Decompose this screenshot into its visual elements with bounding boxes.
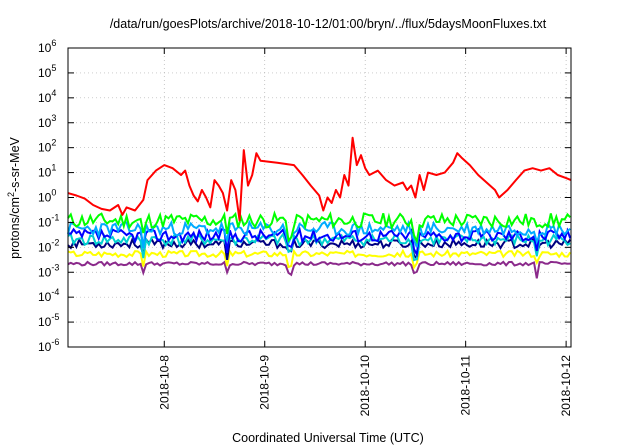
y-tick-label: 106 (38, 38, 56, 55)
y-tick-label: 10-1 (38, 212, 59, 229)
flux-series-line (67, 248, 572, 271)
flux-series-line (67, 219, 571, 249)
x-tick-label: 2018-10-11 (459, 355, 473, 416)
flux-series-line (67, 260, 571, 279)
series-layer (67, 136, 572, 279)
y-tick-label: 10-2 (38, 237, 59, 254)
x-tick-label: 2018-10-10 (358, 355, 372, 417)
y-tick-label: 10-3 (38, 262, 59, 279)
flux-series-line (67, 210, 572, 245)
axis-ticks: 10-6 10-5 10-4 10-3 10-2 10-1 100 101 102 103 104 1… (38, 38, 573, 416)
x-axis-label: Coordinated Universal Time (UTC) (232, 431, 424, 445)
x-tick-label: 2018-10-9 (258, 355, 272, 410)
chart-title: /data/run/goesPlots/archive/2018-10-12/0… (110, 17, 547, 31)
y-tick-label: 102 (38, 138, 56, 155)
y-tick-label: 10-5 (38, 312, 59, 329)
y-axis-label: protons/cm2-s-sr-MeV (6, 136, 22, 258)
y-tick-label: 100 (38, 188, 56, 205)
y-tick-label: 10-4 (38, 287, 59, 304)
x-tick-label: 2018-10-8 (157, 355, 171, 410)
y-tick-label: 103 (38, 113, 56, 130)
x-tick-label: 2018-10-12 (559, 355, 573, 417)
y-tick-label: 10-6 (38, 337, 59, 354)
y-tick-label: 105 (38, 63, 56, 80)
y-tick-label: 101 (38, 163, 56, 180)
y-tick-label: 104 (38, 88, 56, 105)
flux-series-line-red (67, 136, 572, 222)
